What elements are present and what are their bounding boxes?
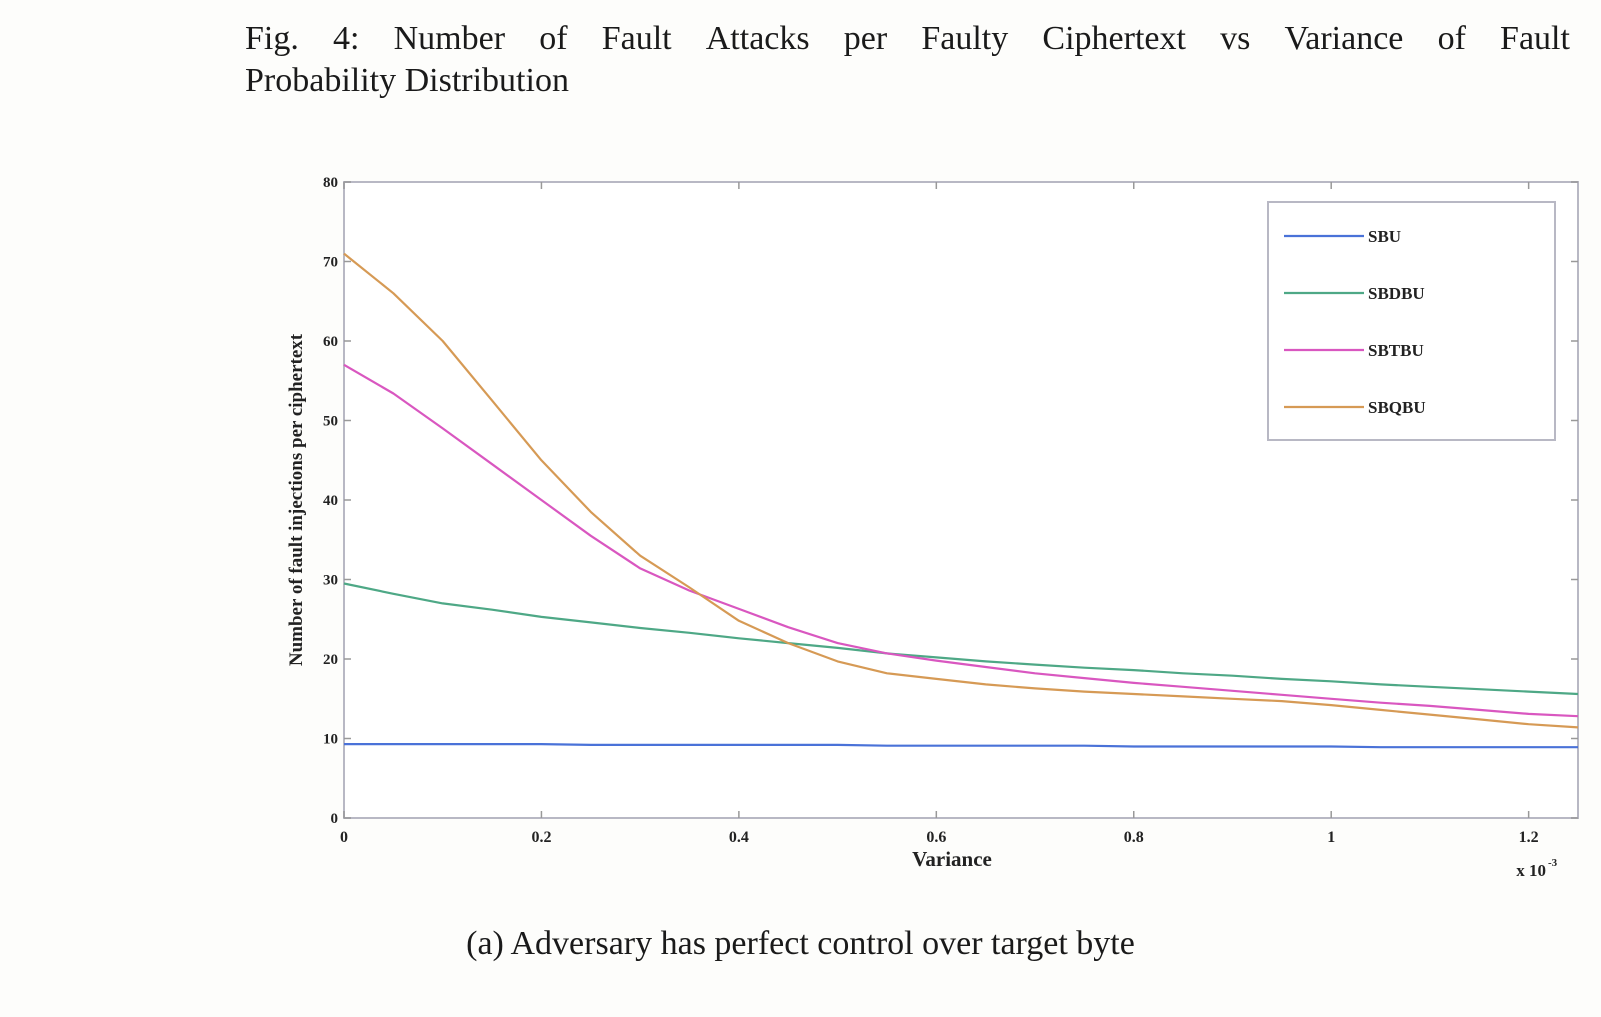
y-tick-label: 0 (331, 811, 339, 827)
x-multiplier-exponent: -3 (1548, 857, 1558, 869)
figure-title-word: vs (1220, 20, 1251, 57)
figure-title: Fig. 4: Number of Fault Attacks per Faulty Ciphe… (245, 18, 1570, 102)
y-tick-label: 10 (323, 732, 338, 748)
series-line-sbu (344, 742, 1578, 749)
y-axis-label: Number of fault injections per ciphertex… (286, 333, 307, 666)
y-tick-label: 20 (323, 652, 338, 668)
y-tick-label: 40 (323, 493, 338, 509)
y-tick-label: 30 (323, 573, 338, 589)
figure-title-word: Attacks (705, 20, 810, 57)
x-tick-label: 0.6 (926, 829, 946, 846)
x-tick-label: 0 (340, 829, 348, 846)
figure-title-word: Fault (1500, 20, 1570, 57)
figure-title-line1: Fig. 4: Number of Fault Attacks per Faulty Ciphe… (245, 18, 1570, 60)
figure-title-word: Variance (1284, 20, 1404, 57)
x-tick-label: 0.8 (1124, 829, 1144, 846)
figure-title-word: Number (393, 20, 506, 57)
y-tick-label: 50 (323, 414, 338, 430)
x-tick-label: 0.4 (729, 829, 749, 846)
legend-box (1267, 201, 1556, 441)
figure-title-word: Ciphertext (1042, 20, 1186, 57)
figure-title-word: Faulty (921, 20, 1009, 57)
y-tick-label: 80 (323, 175, 338, 191)
y-tick-label: 70 (323, 255, 338, 271)
series-line-sbdbu (343, 582, 1579, 696)
figure-title-word: Fault (601, 20, 672, 57)
series-line-sbqbu (343, 252, 1579, 729)
legend-label: SBU (1368, 227, 1401, 246)
x-multiplier-label: x 10 (1516, 861, 1546, 880)
legend-label: SBQBU (1368, 398, 1426, 417)
figure-title-word: Fig. (245, 20, 299, 57)
legend-label: SBDBU (1368, 284, 1425, 303)
x-axis-label: Variance (912, 847, 992, 871)
figure-title-word: per (843, 20, 888, 57)
figure-title-word: of (539, 20, 568, 57)
y-tick-label: 60 (323, 334, 338, 350)
figure-title-word: 4: (333, 20, 360, 57)
x-tick-label: 0.2 (531, 829, 551, 846)
figure-caption: (a) Adversary has perfect control over t… (466, 925, 1135, 962)
x-tick-label: 1.2 (1519, 829, 1539, 846)
figure-title-line2: Probability Distribution (245, 62, 569, 99)
x-tick-label: 1 (1327, 829, 1335, 846)
figure-title-word: of (1437, 20, 1466, 57)
legend-label: SBTBU (1368, 341, 1424, 360)
series-line-sbtbu (343, 363, 1579, 718)
